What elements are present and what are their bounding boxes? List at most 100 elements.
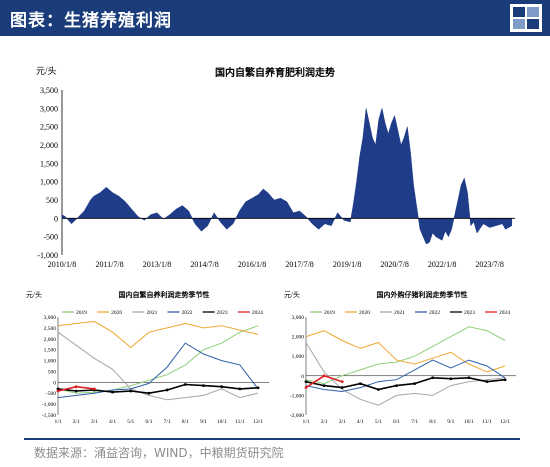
y-tick-label: -500 [43,233,58,242]
series-point-2023 [485,380,489,384]
series-point-2024 [92,387,96,391]
x-tick-label: 2023/7/8 [475,260,503,269]
data-source-note: 数据来源：涌益咨询，WIND，中粮期货研究院 [34,446,284,460]
x-tick-label: 2022/1/8 [428,260,456,269]
y-tick-label: 2,000 [292,335,305,341]
x-tick-label: 7/1 [164,419,171,425]
x-tick-label: 6/1 [393,419,400,425]
chart-title: 国内自繁自养育肥利润走势 [215,66,335,79]
company-logo-icon [510,4,542,32]
y-tick-label: 3,000 [44,315,57,321]
x-tick-label: 3/1 [339,419,346,425]
x-tick-label: 2010/1/8 [48,260,76,269]
y-tick-label: -1,500 [42,413,56,419]
series-point-2023 [111,390,114,394]
y-tick-label: -1,000 [290,393,304,399]
series-point-2023 [340,386,344,389]
seasonal-chart-purchased-piglet: 国内外购仔猪利润走势季节性 元/头 3,000 2,000 1,000 0 -1,000 -2… [284,290,516,425]
x-tick-label: 2019/1/8 [333,260,361,269]
y-tick-label: 0 [54,214,58,223]
x-tick-label: 11/1 [482,419,492,425]
footer-divider [24,438,520,440]
chart-title: 国内外购仔猪利润走势季节性 [377,290,468,299]
x-tick-label: 2/1 [73,419,80,425]
x-tick-label: 12/1 [500,419,510,425]
legend-label: 2021 [146,310,157,316]
series-point-2023 [256,386,260,390]
series-point-2024 [74,385,78,389]
x-tick-label: 9/1 [447,419,454,425]
series-point-2023 [377,388,380,391]
series-line-2021 [305,342,506,406]
series-point-2023 [56,387,60,391]
x-tick-label: 8/1 [182,419,189,425]
series-line-2021 [57,331,259,401]
legend-label: 2019 [324,310,335,316]
series-point-2023 [74,389,78,393]
x-tick-label: 1/1 [54,419,61,425]
series-point-2024 [322,374,326,378]
y-tick-label: 3,500 [40,86,58,95]
x-tick-label: 2016/1/8 [238,260,266,269]
series-point-2023 [304,380,308,384]
legend-label: 2023 [464,310,475,316]
y-tick-label: 500 [48,369,57,375]
x-tick-label: 12/1 [253,419,263,425]
x-tick-label: 5/1 [375,419,382,425]
series-point-2023 [467,376,471,380]
series-point-2024 [56,389,60,393]
y-tick-label: 1,500 [44,348,57,354]
x-tick-label: 10/1 [217,419,227,425]
x-tick-label: 4/1 [357,419,364,425]
y-tick-label: 1,500 [40,159,58,168]
x-tick-label: 10/1 [464,419,474,425]
series-point-2023 [395,384,398,387]
y-tick-label: 2,500 [44,326,57,332]
legend-label: 2019 [76,310,87,316]
series-point-2023 [322,384,326,387]
x-tick-label: 9/1 [200,419,207,425]
x-tick-label: 2014/7/8 [190,260,218,269]
x-tick-label: 4/1 [109,419,116,425]
y-tick-label: 1,000 [44,359,57,365]
series-point-2023 [183,383,187,386]
x-tick-label: 7/1 [411,419,418,425]
y-tick-label: 3,000 [292,315,305,321]
y-unit-label: 元/头 [26,290,42,299]
series-line-2022 [57,342,259,399]
series-point-2023 [449,377,453,381]
series-line-2023 [57,383,259,395]
legend-label: 2023 [217,310,228,316]
y-tick-label: -1,000 [37,251,58,260]
series-line-2020 [305,330,506,373]
series-line-2020 [57,320,259,349]
x-tick-label: 2020/7/8 [380,260,408,269]
y-tick-label: -2,000 [290,413,304,419]
x-tick-label: 2013/1/8 [143,260,171,269]
legend-label: 2020 [111,310,122,316]
legend-label: 2024 [499,310,510,316]
y-tick-label: 1,000 [292,354,305,360]
series-point-2023 [413,382,417,386]
page-title: 图表：生猪养殖利润 [10,11,172,31]
y-tick-label: 1,000 [40,178,58,187]
series-point-2023 [202,384,205,387]
legend-label: 2024 [252,310,263,316]
y-tick-label: 2,500 [40,123,58,132]
series-point-2023 [238,387,242,391]
legend-label: 2020 [359,310,370,316]
x-tick-label: 11/1 [235,419,245,425]
series-point-2024 [340,380,344,384]
series-point-2024 [304,386,308,389]
series-point-2023 [358,382,362,386]
x-tick-label: 3/1 [91,419,98,425]
y-unit-label: 元/头 [36,66,57,76]
x-tick-label: 1/1 [302,419,309,425]
legend-label: 2022 [182,310,193,316]
series-point-2023 [147,391,151,395]
series-line-2019 [305,326,506,385]
legend-label: 2021 [394,310,405,316]
x-tick-label: 2/1 [321,419,328,425]
profit-area-series [61,108,513,245]
x-tick-label: 8/1 [429,419,436,425]
